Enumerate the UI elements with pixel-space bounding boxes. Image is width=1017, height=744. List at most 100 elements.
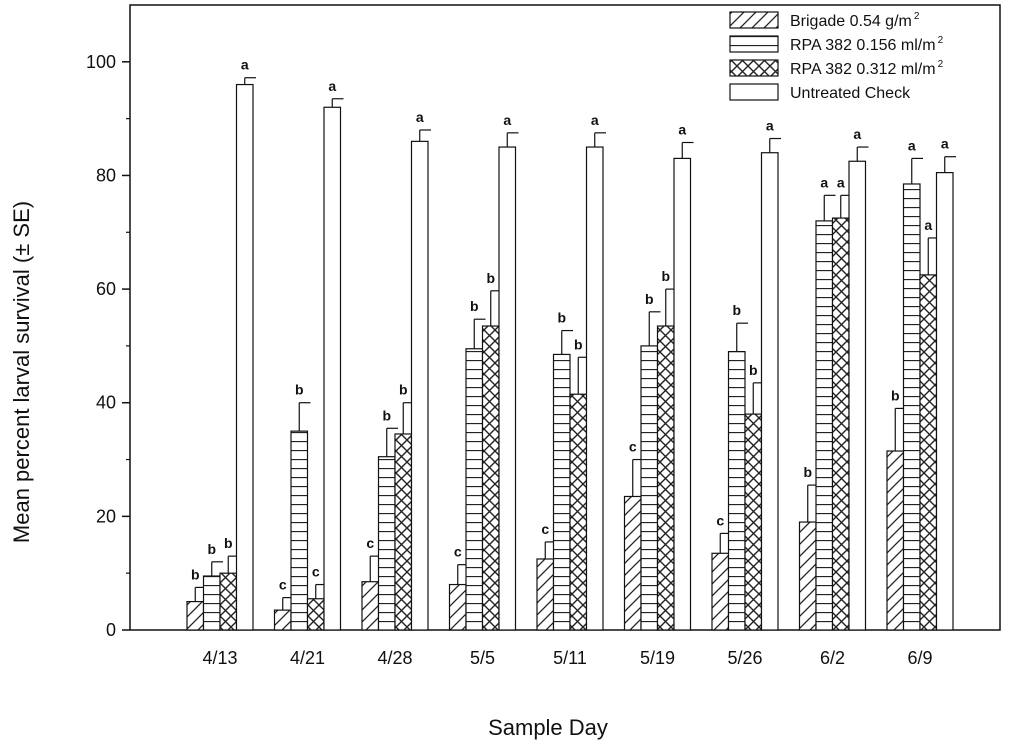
significance-label: b bbox=[574, 336, 583, 352]
bar bbox=[744, 413, 763, 631]
bar bbox=[815, 220, 834, 631]
significance-label: a bbox=[853, 126, 861, 142]
significance-label: a bbox=[766, 118, 774, 134]
significance-label: b bbox=[749, 362, 758, 378]
bar-group: c bb a bbox=[623, 122, 694, 631]
bar bbox=[848, 160, 867, 631]
bar bbox=[361, 581, 380, 631]
x-tick-label: 5/19 bbox=[640, 648, 675, 668]
significance-label: a bbox=[591, 112, 599, 128]
legend-label: RPA 382 0.312 ml/m 2 bbox=[790, 59, 944, 78]
x-tick-label: 6/2 bbox=[820, 648, 845, 668]
significance-label: a bbox=[837, 174, 845, 190]
bar bbox=[798, 521, 817, 631]
bar bbox=[219, 572, 238, 631]
bar bbox=[552, 353, 571, 631]
bar bbox=[886, 450, 905, 631]
significance-label: b bbox=[557, 310, 566, 326]
significance-label: a bbox=[941, 136, 949, 152]
significance-label: a bbox=[241, 57, 249, 73]
bar bbox=[569, 393, 588, 631]
x-axis: 4/13 4/21 4/28 5/5 5/11 5/19 5/26 6/2 6/9 bbox=[202, 648, 932, 668]
x-tick-label: 5/5 bbox=[470, 648, 495, 668]
bar bbox=[919, 274, 938, 631]
significance-label: c bbox=[312, 564, 320, 580]
legend-label: Untreated Check bbox=[790, 85, 911, 102]
significance-label: a bbox=[503, 112, 511, 128]
legend-item: Brigade 0.54 g/m 2 bbox=[729, 11, 920, 30]
y-tick-label: 60 bbox=[96, 279, 116, 299]
significance-label: b bbox=[661, 268, 670, 284]
significance-label: b bbox=[295, 382, 304, 398]
significance-label: b bbox=[891, 387, 900, 403]
legend-superscript: 2 bbox=[938, 35, 944, 46]
bar bbox=[711, 552, 730, 631]
legend-swatch bbox=[729, 59, 779, 77]
x-tick-label: 4/28 bbox=[377, 648, 412, 668]
bar bbox=[465, 348, 484, 631]
bar bbox=[640, 345, 659, 631]
significance-label: b bbox=[399, 382, 408, 398]
bar bbox=[306, 598, 325, 631]
legend-superscript: 2 bbox=[914, 11, 920, 22]
bar bbox=[290, 430, 309, 631]
bar bbox=[585, 146, 604, 631]
bar bbox=[760, 152, 779, 631]
bar-group: c b c a bbox=[273, 78, 344, 631]
bar-group: bb ba bbox=[186, 57, 256, 631]
bar bbox=[448, 583, 467, 631]
y-tick-label: 80 bbox=[96, 165, 116, 185]
significance-label: b bbox=[803, 464, 812, 480]
bar bbox=[202, 575, 221, 631]
bar bbox=[727, 350, 746, 631]
legend-item: Untreated Check bbox=[729, 83, 911, 102]
y-axis: 0 20 40 60 80 100 bbox=[86, 52, 130, 640]
significance-label: c bbox=[629, 439, 637, 455]
x-tick-label: 4/13 bbox=[202, 648, 237, 668]
y-tick-label: 20 bbox=[96, 506, 116, 526]
legend-item: RPA 382 0.156 ml/m 2 bbox=[729, 35, 944, 54]
significance-label: a bbox=[328, 78, 336, 94]
bar bbox=[410, 140, 429, 631]
bar bbox=[481, 325, 500, 631]
bar bbox=[377, 456, 396, 631]
significance-label: b bbox=[645, 291, 654, 307]
x-tick-label: 5/11 bbox=[553, 648, 587, 668]
bar bbox=[186, 600, 205, 631]
significance-label: c bbox=[366, 535, 374, 551]
bar bbox=[498, 146, 517, 631]
bar bbox=[623, 495, 642, 631]
significance-label: c bbox=[279, 577, 287, 593]
bar bbox=[831, 217, 850, 631]
legend-label: Brigade 0.54 g/m 2 bbox=[790, 11, 920, 30]
legend-swatch bbox=[729, 35, 779, 53]
significance-label: a bbox=[820, 174, 828, 190]
legend-swatch bbox=[729, 83, 779, 101]
bar bbox=[935, 172, 954, 631]
significance-label: b bbox=[224, 535, 233, 551]
x-tick-label: 4/21 bbox=[290, 648, 325, 668]
significance-label: c bbox=[454, 544, 462, 560]
bar bbox=[273, 609, 292, 631]
legend: Brigade 0.54 g/m 2 RPA 382 0.156 ml/m 2 RPA … bbox=[729, 11, 944, 102]
significance-label: b bbox=[382, 407, 391, 423]
legend-item: RPA 382 0.312 ml/m 2 bbox=[729, 59, 944, 78]
bar bbox=[323, 106, 342, 631]
bar bbox=[902, 183, 921, 631]
significance-label: a bbox=[678, 122, 686, 138]
significance-label: a bbox=[924, 217, 932, 233]
x-tick-label: 5/26 bbox=[727, 648, 762, 668]
significance-label: b bbox=[207, 541, 216, 557]
significance-label: b bbox=[191, 566, 200, 582]
y-tick-label: 100 bbox=[86, 52, 116, 72]
significance-label: b bbox=[486, 270, 495, 286]
bar bbox=[394, 433, 413, 631]
